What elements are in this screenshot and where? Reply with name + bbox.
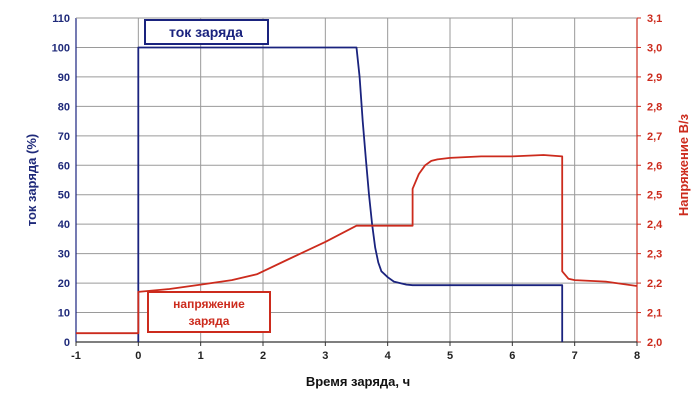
x-tick-label: -1 <box>71 350 81 362</box>
y-right-tick-label: 2,8 <box>647 101 662 113</box>
y-right-axis-title: Напряжение В/з <box>676 113 691 216</box>
x-tick-label: 3 <box>322 350 328 362</box>
tick-labels: 01020304050607080901001102,02,12,22,32,4… <box>52 13 664 362</box>
x-tick-label: 8 <box>634 350 640 362</box>
y-left-tick-label: 60 <box>58 160 70 172</box>
series-lines <box>76 46 638 342</box>
voltage-label-text-line2: заряда <box>189 314 230 328</box>
y-left-axis-title: ток заряда (%) <box>24 134 39 226</box>
series-line-current <box>137 46 564 342</box>
y-right-tick-label: 2,4 <box>647 219 663 231</box>
x-tick-label: 5 <box>447 350 453 362</box>
y-right-tick-label: 2,3 <box>647 249 662 261</box>
y-left-tick-label: 100 <box>52 42 70 54</box>
y-right-tick-label: 2,9 <box>647 72 662 84</box>
y-right-tick-label: 3,1 <box>647 13 662 25</box>
y-left-tick-label: 70 <box>58 131 70 143</box>
y-left-tick-label: 20 <box>58 278 70 290</box>
current-label-frame <box>144 19 269 45</box>
y-left-tick-label: 50 <box>58 190 70 202</box>
y-right-tick-label: 3,0 <box>647 42 662 54</box>
y-right-tick-label: 2,2 <box>647 278 662 290</box>
x-axis-title: Время заряда, ч <box>306 374 410 389</box>
y-left-tick-label: 90 <box>58 72 70 84</box>
y-left-tick-label: 10 <box>58 308 70 320</box>
voltage-label-text-line1: напряжение <box>173 297 245 311</box>
y-right-tick-label: 2,1 <box>647 308 662 320</box>
y-left-tick-label: 40 <box>58 219 70 231</box>
x-tick-label: 2 <box>260 350 266 362</box>
voltage-label-frame <box>147 291 271 333</box>
current-label-text: ток заряда <box>169 24 243 40</box>
x-tick-label: 0 <box>135 350 141 362</box>
x-tick-label: 6 <box>509 350 515 362</box>
x-tick-label: 1 <box>198 350 204 362</box>
x-tick-label: 7 <box>572 350 578 362</box>
y-left-tick-label: 110 <box>52 13 70 25</box>
y-right-tick-label: 2,6 <box>647 160 662 172</box>
y-left-tick-label: 0 <box>64 337 70 349</box>
current-label-box: ток заряда <box>144 19 269 45</box>
voltage-label-box: напряжение заряда <box>147 291 271 333</box>
y-right-tick-label: 2,7 <box>647 131 662 143</box>
plot-frame <box>75 17 638 343</box>
y-left-tick-label: 30 <box>58 249 70 261</box>
series-line-voltage <box>76 154 638 335</box>
y-left-tick-label: 80 <box>58 101 70 113</box>
x-tick-label: 4 <box>385 350 392 362</box>
y-right-tick-label: 2,0 <box>647 337 662 349</box>
y-right-tick-label: 2,5 <box>647 190 662 202</box>
